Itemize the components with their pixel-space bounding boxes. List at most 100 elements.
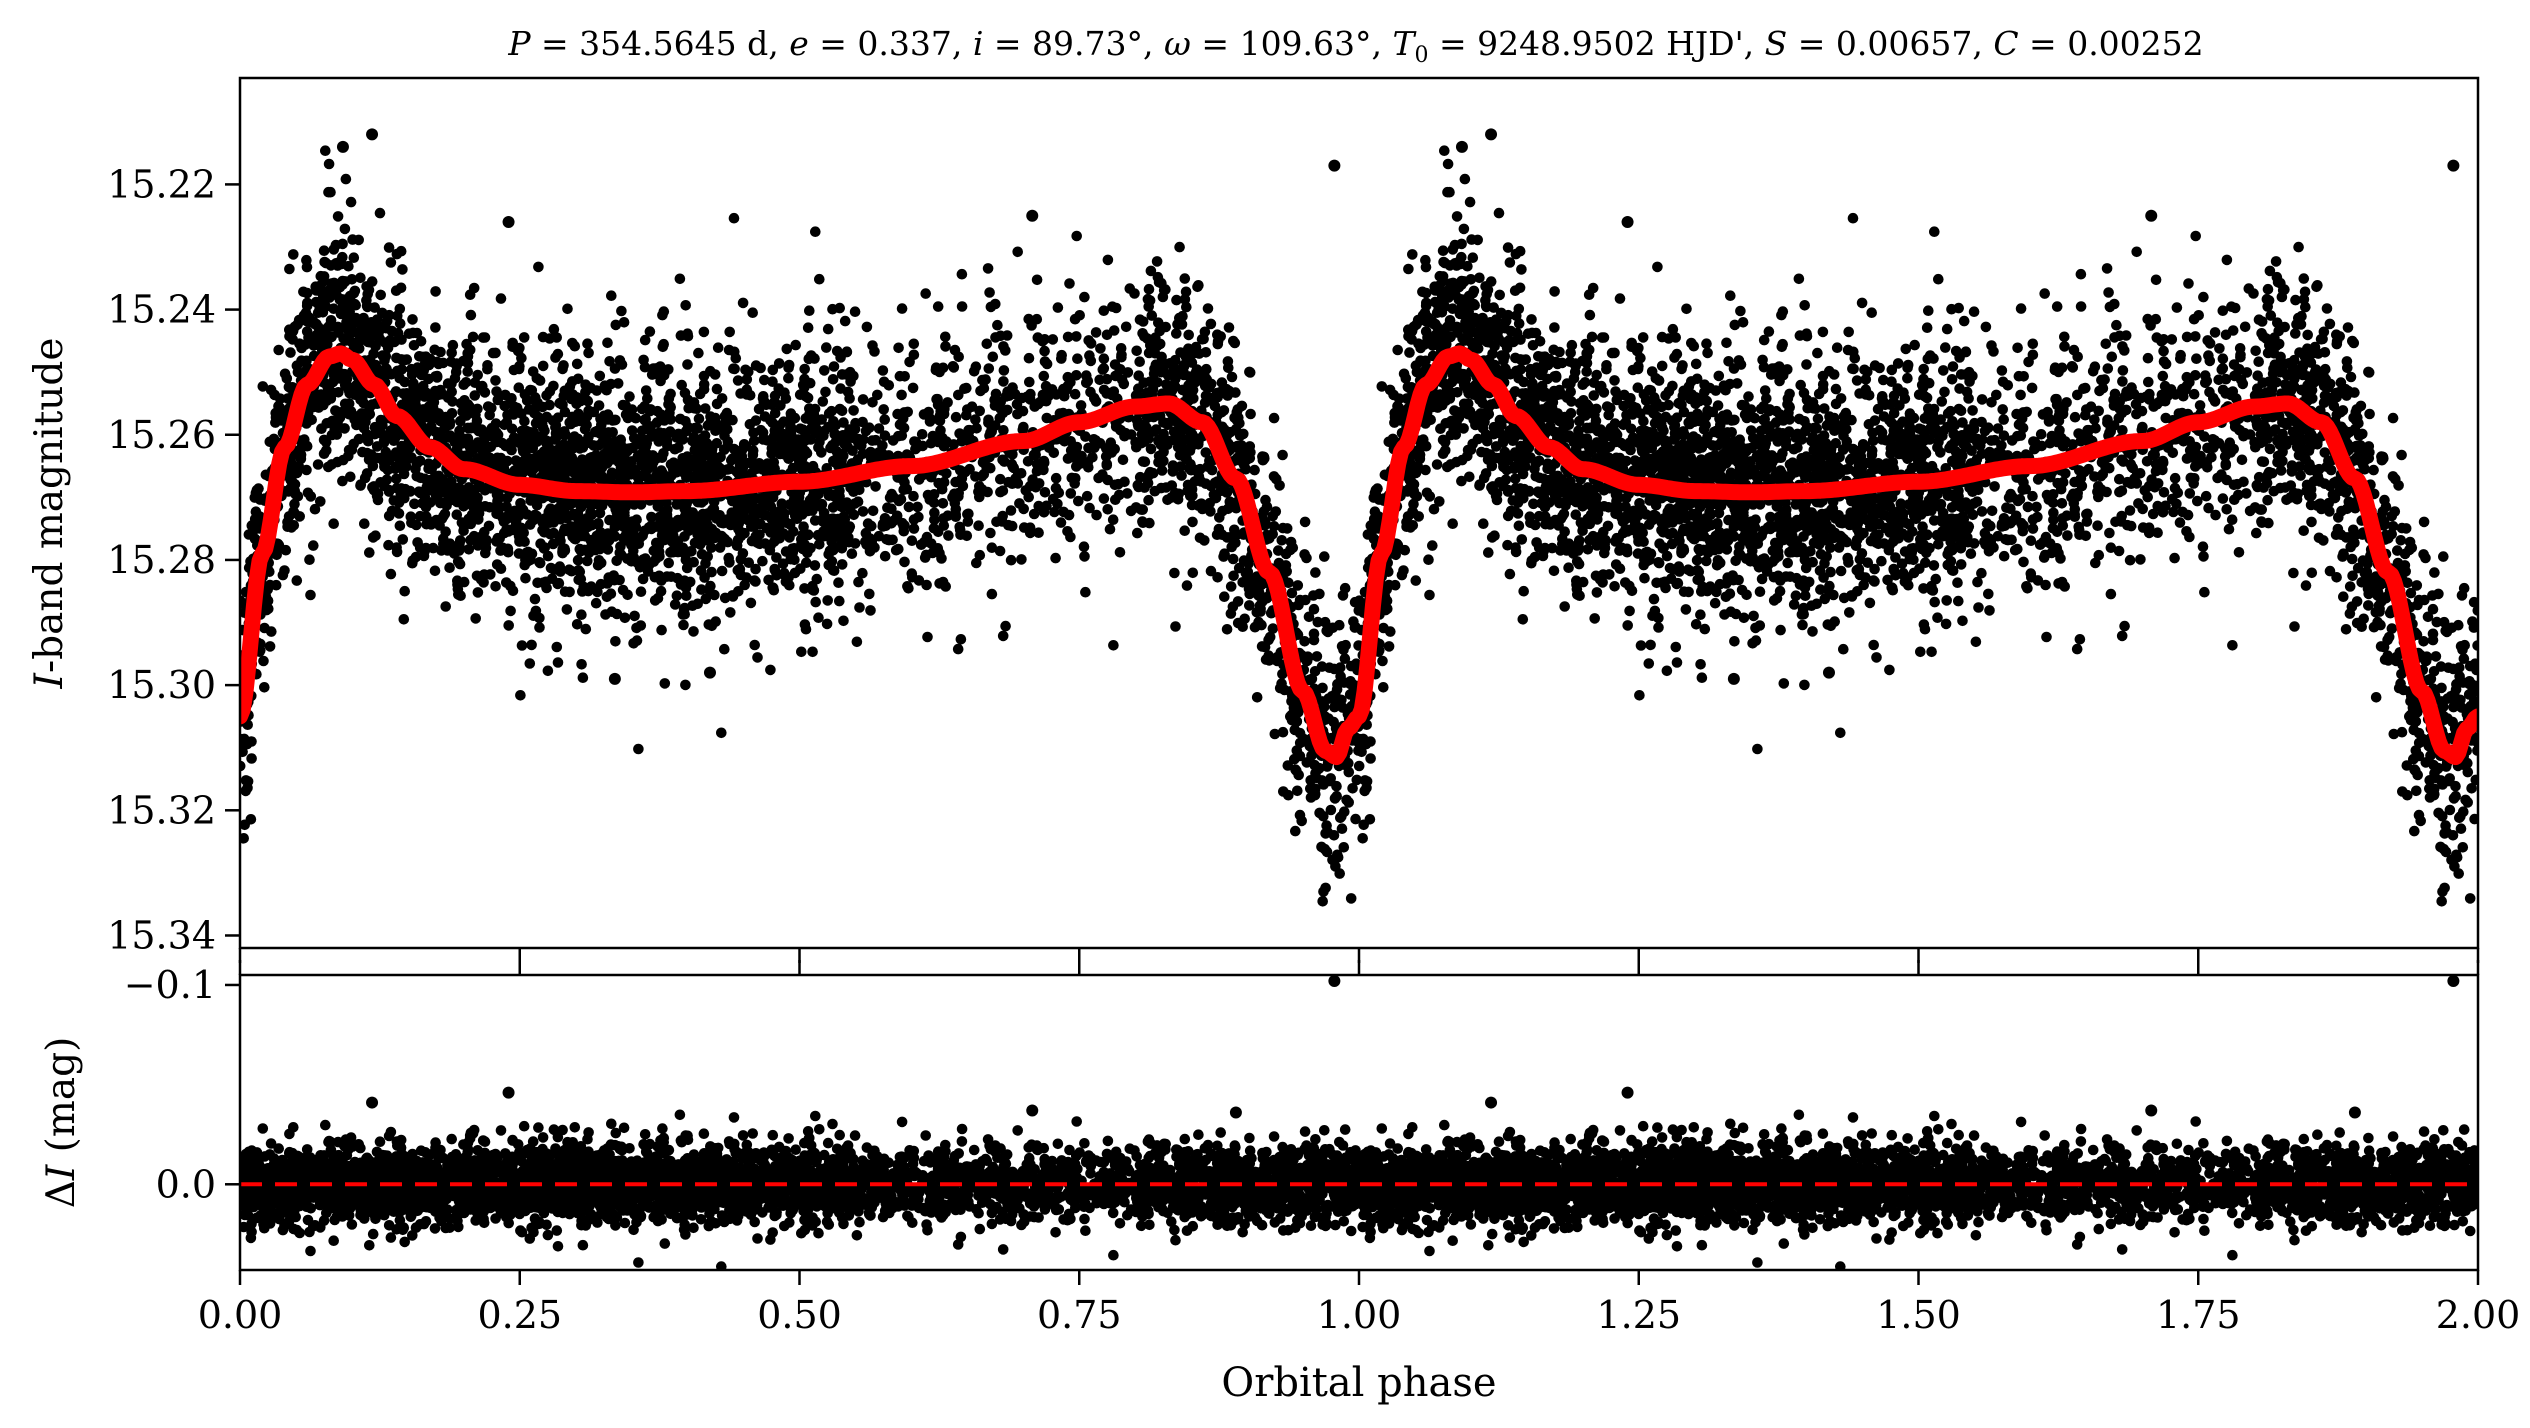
observation-point bbox=[1929, 226, 1940, 237]
observation-point bbox=[1830, 383, 1842, 395]
observation-point bbox=[983, 363, 995, 374]
observation-point bbox=[1927, 585, 1939, 596]
observation-point bbox=[593, 518, 604, 529]
observation-point bbox=[1459, 173, 1471, 185]
observation-point bbox=[2338, 591, 2349, 602]
observation-point bbox=[1661, 665, 1673, 677]
observation-point bbox=[440, 601, 452, 612]
observation-point bbox=[2227, 640, 2238, 651]
observation-point bbox=[997, 630, 1009, 642]
observation-point bbox=[998, 376, 1009, 387]
observation-point bbox=[763, 574, 774, 586]
observation-point bbox=[1602, 520, 1614, 532]
observation-point bbox=[2472, 640, 2478, 651]
observation-point bbox=[2067, 362, 2079, 373]
observation-point bbox=[1311, 651, 1323, 662]
observation-point bbox=[2217, 493, 2229, 504]
observation-point bbox=[537, 360, 549, 372]
observation-point bbox=[994, 545, 1006, 557]
observation-point bbox=[1228, 570, 1239, 582]
observation-point bbox=[1941, 323, 1953, 335]
observation-point bbox=[1347, 783, 1358, 794]
observation-point bbox=[394, 520, 406, 532]
observation-point bbox=[435, 346, 446, 358]
observation-point bbox=[1976, 567, 1987, 579]
observation-point bbox=[1137, 504, 1148, 515]
observation-point bbox=[1024, 376, 1035, 388]
observation-point bbox=[1996, 365, 2008, 376]
observation-point bbox=[1712, 555, 1724, 566]
observation-point bbox=[1357, 833, 1368, 844]
observation-point bbox=[810, 226, 821, 237]
observation-point bbox=[2286, 466, 2298, 477]
observation-point bbox=[518, 332, 530, 343]
observation-point bbox=[861, 321, 873, 333]
observation-point bbox=[2226, 301, 2237, 313]
observation-point bbox=[783, 372, 794, 384]
title-omega-symbol: ω bbox=[1164, 24, 1191, 63]
observation-point bbox=[1972, 576, 1983, 588]
observation-point bbox=[246, 736, 257, 747]
observation-point bbox=[1383, 641, 1395, 652]
observation-point bbox=[1626, 341, 1637, 353]
observation-point bbox=[2116, 630, 2128, 642]
observation-point bbox=[2114, 473, 2125, 485]
observation-point bbox=[765, 664, 776, 676]
observation-point bbox=[1871, 652, 1882, 663]
observation-point bbox=[1928, 560, 1940, 571]
observation-point bbox=[269, 389, 280, 401]
observation-point bbox=[716, 727, 727, 739]
observation-point bbox=[337, 238, 348, 250]
observation-point bbox=[1290, 825, 1301, 837]
observation-point bbox=[1047, 334, 1059, 345]
title-c-value: = 0.00252 bbox=[2019, 24, 2204, 63]
observation-point bbox=[857, 394, 869, 405]
observation-point bbox=[1194, 532, 1206, 544]
observation-point bbox=[817, 396, 829, 407]
observation-point bbox=[2340, 624, 2352, 635]
observation-point bbox=[2396, 726, 2408, 738]
observation-point bbox=[2462, 797, 2473, 808]
observation-point bbox=[2364, 408, 2375, 420]
observation-point bbox=[1526, 555, 1538, 566]
observation-point bbox=[1584, 309, 1596, 321]
observation-point bbox=[1637, 332, 1649, 343]
title-s-symbol: S bbox=[1765, 24, 1788, 63]
observation-point bbox=[1227, 553, 1239, 565]
observation-point bbox=[1510, 352, 1521, 364]
observation-point bbox=[2043, 416, 2055, 427]
observation-point bbox=[908, 490, 919, 502]
observation-point bbox=[2072, 351, 2083, 363]
observation-point bbox=[2221, 254, 2233, 266]
observation-point bbox=[470, 613, 482, 624]
observation-point bbox=[447, 339, 459, 351]
observation-point bbox=[1392, 344, 1403, 356]
observation-point bbox=[1940, 618, 1952, 630]
observation-point bbox=[950, 411, 962, 423]
observation-point bbox=[822, 595, 833, 606]
observation-point bbox=[2041, 631, 2052, 643]
observation-point bbox=[1267, 623, 1279, 634]
observation-point bbox=[1098, 493, 1110, 504]
observation-point bbox=[1967, 509, 1979, 521]
observation-point bbox=[711, 383, 723, 395]
observation-point bbox=[1856, 297, 1868, 309]
observation-point bbox=[1633, 360, 1644, 372]
observation-point bbox=[2076, 480, 2088, 492]
observation-point bbox=[2236, 454, 2248, 466]
observation-point bbox=[1782, 557, 1793, 569]
observation-point bbox=[1554, 346, 1565, 358]
observation-point bbox=[339, 423, 350, 434]
observation-point bbox=[1107, 301, 1118, 313]
observation-point bbox=[1131, 345, 1142, 357]
observation-point bbox=[922, 631, 933, 643]
observation-point bbox=[2104, 527, 2115, 539]
title-i-value: = 89.73°, bbox=[983, 24, 1164, 63]
observation-point bbox=[2427, 634, 2439, 646]
observation-point bbox=[883, 380, 895, 391]
observation-point bbox=[513, 382, 525, 394]
observation-point bbox=[737, 297, 749, 309]
observation-point bbox=[1549, 286, 1560, 297]
observation-point bbox=[1929, 596, 1940, 608]
